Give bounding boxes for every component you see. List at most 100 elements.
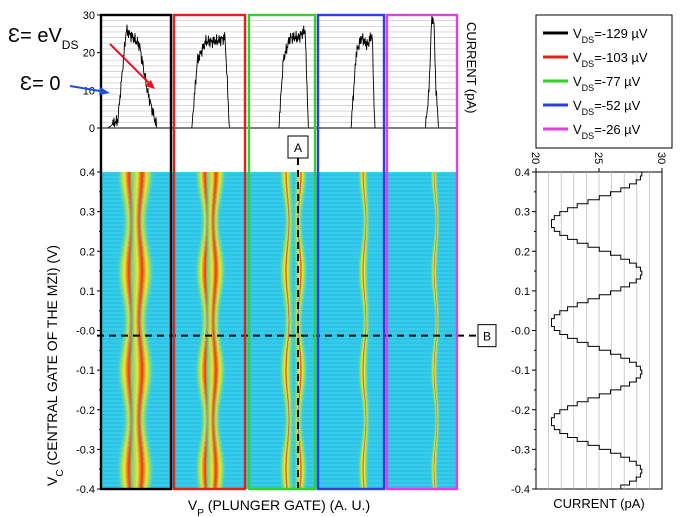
- heatmap-stripe-2: [206, 357, 226, 363]
- heatmap-stripe-3: [279, 262, 294, 268]
- heatmap-stripe-1: [130, 346, 153, 352]
- heatmap-stripe-3: [280, 352, 294, 358]
- heatmap-stripe-3: [293, 452, 307, 458]
- heatmap-stripe-2: [205, 325, 221, 331]
- heatmap-ytick-label: 0.3: [80, 207, 95, 219]
- heatmap-stripe-2: [206, 262, 227, 268]
- heatmap-ytick-label: -0.1: [76, 365, 95, 377]
- heatmap-stripe-2: [205, 235, 222, 241]
- heatmap-stripe-5: [434, 410, 440, 416]
- heatmap-stripe-1: [129, 183, 153, 189]
- heatmap-stripe-5: [430, 362, 438, 368]
- heatmap-stripe-2: [206, 441, 224, 447]
- heatmap-stripe-3: [279, 177, 294, 183]
- heatmap-stripe-5: [433, 436, 440, 442]
- heatmap-stripe-1: [129, 352, 153, 358]
- heatmap-stripe-4: [358, 177, 369, 183]
- heatmap-stripe-3: [293, 278, 308, 284]
- heatmap-plot: -0.4 -0.3 -0.2 -0.1 -0.0 0.1 0.2 0.3 0.4 A B: [76, 136, 496, 496]
- marker-a-label: A: [294, 141, 302, 155]
- heatmap-stripe-2: [206, 473, 227, 479]
- heatmap-stripe-4: [359, 251, 370, 257]
- heatmap-stripe-2: [205, 225, 221, 231]
- heatmap-stripe-1: [130, 214, 149, 220]
- heatmap-stripe-1: [129, 251, 153, 257]
- heatmap-stripe-1: [130, 436, 151, 442]
- heatmap-stripe-5: [430, 172, 438, 178]
- heatmap-stripe-2: [205, 299, 222, 305]
- heatmap-stripe-5: [433, 405, 439, 411]
- heatmap-stripe-5: [431, 447, 438, 453]
- heatmap-stripe-3: [293, 378, 308, 384]
- heatmap-stripe-3: [294, 468, 309, 474]
- heatmap-stripe-2: [206, 394, 224, 400]
- heatmap-stripe-3: [279, 457, 294, 463]
- heatmap-stripe-4: [360, 436, 370, 442]
- heatmap-stripe-3: [294, 362, 309, 368]
- heatmap-stripe-3: [293, 225, 304, 231]
- heatmap-stripe-1: [130, 220, 149, 226]
- heatmap-stripe-2: [205, 426, 221, 432]
- heatmap-stripe-3: [280, 346, 293, 352]
- heatmap-stripe-5: [430, 357, 438, 363]
- heatmap-stripe-4: [361, 235, 370, 241]
- heatmap-stripe-4: [357, 172, 369, 178]
- heatmap-stripe-1: [130, 315, 149, 321]
- heatmap-stripe-2: [206, 177, 226, 183]
- heatmap-stripe-5: [432, 394, 439, 400]
- heatmap-stripe-2: [206, 452, 226, 458]
- heatmap-stripe-3: [282, 336, 294, 342]
- heatmap-stripe-2: [205, 336, 222, 342]
- heatmap-stripe-4: [361, 204, 370, 210]
- heatmap-stripe-4: [358, 452, 369, 458]
- heatmap-stripe-1: [130, 447, 153, 453]
- heatmap-stripe-2: [205, 415, 220, 421]
- heatmap-stripe-2: [205, 420, 220, 426]
- heatmap-stripe-2: [206, 341, 224, 347]
- heatmap-stripe-3: [293, 183, 307, 189]
- heatmap-stripe-2: [205, 410, 221, 416]
- heatmap-stripe-2: [206, 346, 225, 352]
- heatmap-stripe-5: [432, 294, 439, 300]
- heatmap-stripe-2: [205, 204, 222, 210]
- heatmap-stripe-4: [360, 241, 370, 247]
- heatmap-stripe-4: [359, 288, 370, 294]
- heatmap-stripe-1: [129, 378, 154, 384]
- heatmap-stripe-5: [431, 188, 438, 194]
- heatmap-stripe-5: [432, 389, 439, 395]
- heatmap-stripe-2: [206, 278, 226, 284]
- heatmap-stripe-1: [130, 415, 149, 421]
- oscillation-xtick-label: 20: [529, 152, 541, 164]
- heatmap-stripe-3: [280, 383, 294, 389]
- heatmap-stripe-3: [294, 473, 309, 479]
- heatmap-stripe-4: [361, 230, 370, 236]
- heatmap-stripe-2: [205, 309, 221, 315]
- heatmap-stripe-3: [294, 272, 309, 278]
- heatmap-stripe-2: [206, 193, 224, 199]
- heatmap-stripe-5: [433, 399, 440, 405]
- heatmap-stripe-2: [206, 352, 225, 358]
- oscillation-ytick-label: -0.3: [511, 444, 530, 456]
- heatmap-stripe-1: [130, 320, 149, 326]
- heatmap-stripe-3: [293, 341, 306, 347]
- heatmap-stripe-3: [293, 383, 307, 389]
- heatmap-stripe-1: [129, 383, 153, 389]
- heatmap-stripe-5: [432, 246, 439, 252]
- heatmap-stripe-3: [279, 468, 294, 474]
- heatmap-stripe-4: [358, 378, 369, 384]
- oscillation-ytick-label: 0.4: [515, 167, 530, 179]
- heatmap-stripe-2: [206, 457, 226, 463]
- heatmap-stripe-2: [205, 230, 221, 236]
- heatmap-stripe-5: [430, 368, 438, 374]
- heatmap-stripe-3: [280, 188, 294, 194]
- heatmap-stripe-1: [130, 198, 151, 204]
- heatmap-stripe-3: [293, 198, 306, 204]
- heatmap-stripe-4: [357, 362, 368, 368]
- heatmap-stripe-1: [129, 468, 154, 474]
- heatmap-stripe-4: [359, 389, 369, 395]
- heatmap-stripe-5: [434, 420, 440, 426]
- heatmap-stripe-5: [431, 478, 439, 484]
- heatmap-stripe-2: [206, 246, 224, 252]
- heatmap-stripe-2: [206, 267, 227, 273]
- heatmap-stripe-3: [293, 288, 307, 294]
